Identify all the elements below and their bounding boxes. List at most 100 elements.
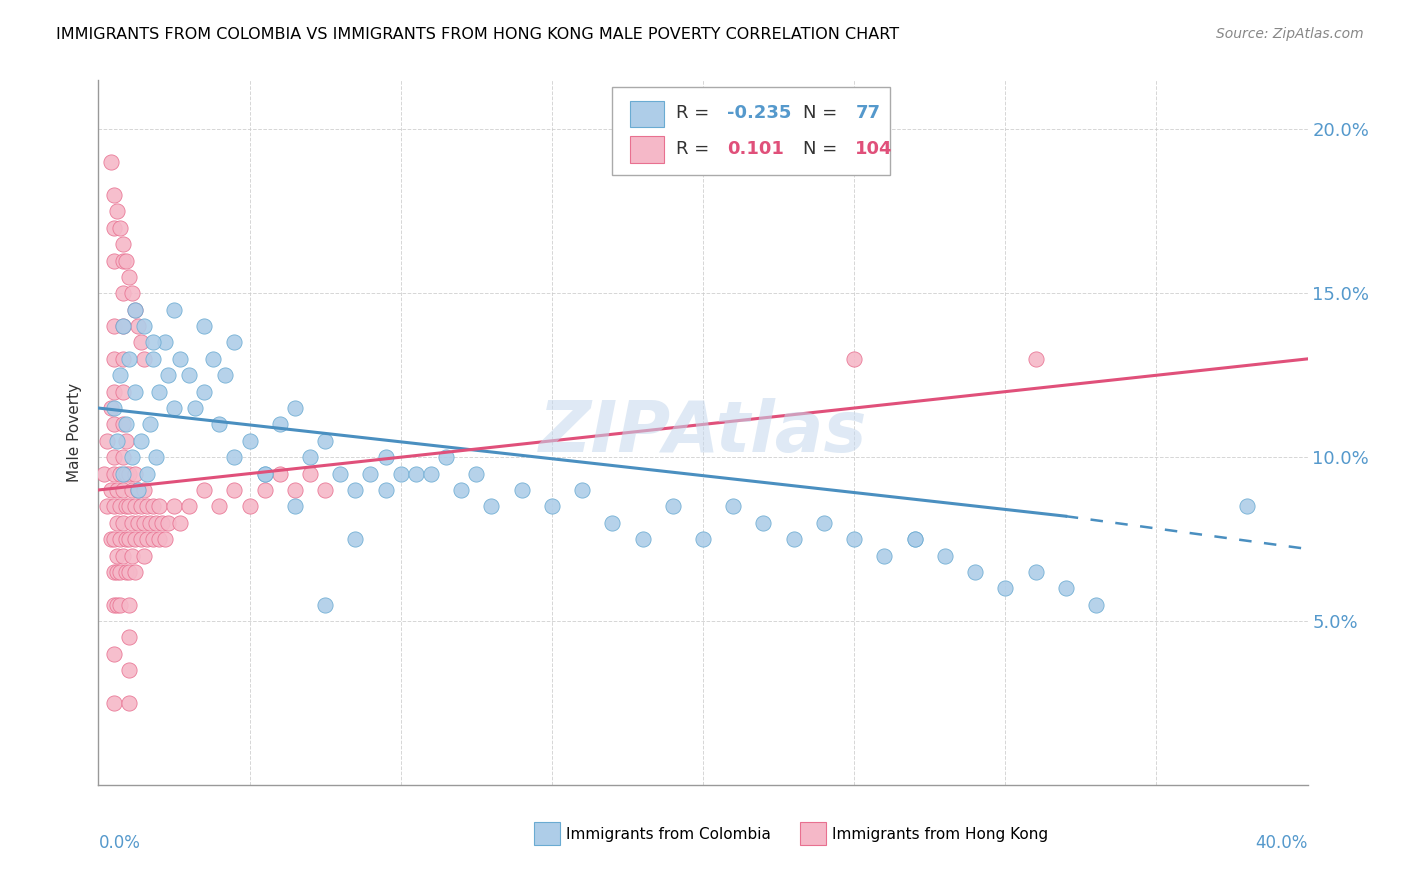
Point (208, 500, 231, 514)
Point (135, 532, 157, 546)
Point (111, 319, 134, 334)
Point (602, 516, 624, 530)
Point (148, 384, 170, 399)
Point (114, 500, 136, 514)
Point (202, 351, 225, 366)
Point (108, 220, 131, 235)
Text: R =: R = (676, 140, 710, 158)
Point (103, 450, 125, 465)
Text: Source: ZipAtlas.com: Source: ZipAtlas.com (1216, 27, 1364, 41)
Point (169, 516, 191, 530)
Point (96, 434, 118, 448)
Point (118, 532, 141, 546)
Point (124, 302, 146, 317)
Point (389, 467, 412, 481)
Point (129, 434, 152, 448)
Point (163, 302, 186, 317)
Point (374, 450, 396, 465)
Point (132, 319, 155, 334)
Point (132, 549, 155, 563)
Point (114, 417, 136, 432)
Point (434, 450, 457, 465)
Point (253, 483, 276, 497)
Point (844, 532, 866, 546)
Point (132, 483, 155, 497)
Point (111, 253, 134, 268)
Point (360, 467, 382, 481)
Point (142, 500, 165, 514)
Point (103, 253, 125, 268)
Point (105, 565, 128, 579)
Point (111, 286, 134, 301)
Point (124, 532, 146, 546)
Point (150, 516, 173, 530)
Point (103, 417, 125, 432)
Point (103, 647, 125, 661)
Point (114, 565, 136, 579)
Point (374, 483, 396, 497)
Point (1236, 500, 1258, 514)
Point (510, 483, 533, 497)
Point (156, 368, 179, 383)
FancyBboxPatch shape (613, 87, 890, 176)
Point (111, 483, 134, 497)
Point (108, 532, 131, 546)
Text: Immigrants from Colombia: Immigrants from Colombia (567, 827, 772, 842)
Point (118, 696, 141, 710)
Point (783, 532, 806, 546)
Bar (630, 101, 664, 128)
Point (105, 598, 128, 612)
Point (904, 532, 927, 546)
Point (193, 319, 215, 334)
Point (111, 237, 134, 252)
Point (105, 483, 128, 497)
Point (103, 598, 125, 612)
Point (118, 351, 141, 366)
Point (813, 516, 835, 530)
Point (111, 319, 134, 334)
Point (344, 483, 367, 497)
Point (163, 500, 186, 514)
Point (142, 532, 165, 546)
Point (1054, 582, 1077, 596)
Point (420, 467, 443, 481)
Point (148, 532, 170, 546)
Point (127, 483, 149, 497)
Bar (534, 822, 561, 845)
Point (103, 500, 125, 514)
Point (114, 253, 136, 268)
Point (994, 582, 1017, 596)
Point (193, 384, 215, 399)
Point (179, 368, 201, 383)
Point (111, 417, 134, 432)
Point (571, 483, 593, 497)
Text: 104: 104 (855, 140, 893, 158)
Point (124, 384, 146, 399)
Point (145, 516, 167, 530)
Text: N =: N = (803, 140, 838, 158)
Point (299, 450, 322, 465)
Point (124, 467, 146, 481)
Point (100, 483, 122, 497)
Point (103, 188, 125, 202)
Point (118, 631, 141, 645)
Point (135, 467, 157, 481)
Point (127, 319, 149, 334)
Point (132, 516, 155, 530)
Point (135, 500, 157, 514)
Point (118, 467, 141, 481)
Point (103, 319, 125, 334)
Point (103, 220, 125, 235)
Point (179, 500, 201, 514)
Point (153, 532, 176, 546)
Point (752, 516, 775, 530)
Point (163, 401, 186, 415)
Point (127, 516, 149, 530)
Point (314, 434, 336, 448)
Point (284, 401, 307, 415)
Point (105, 204, 128, 219)
Point (103, 467, 125, 481)
Point (156, 516, 179, 530)
Point (1024, 565, 1046, 579)
Point (118, 500, 141, 514)
